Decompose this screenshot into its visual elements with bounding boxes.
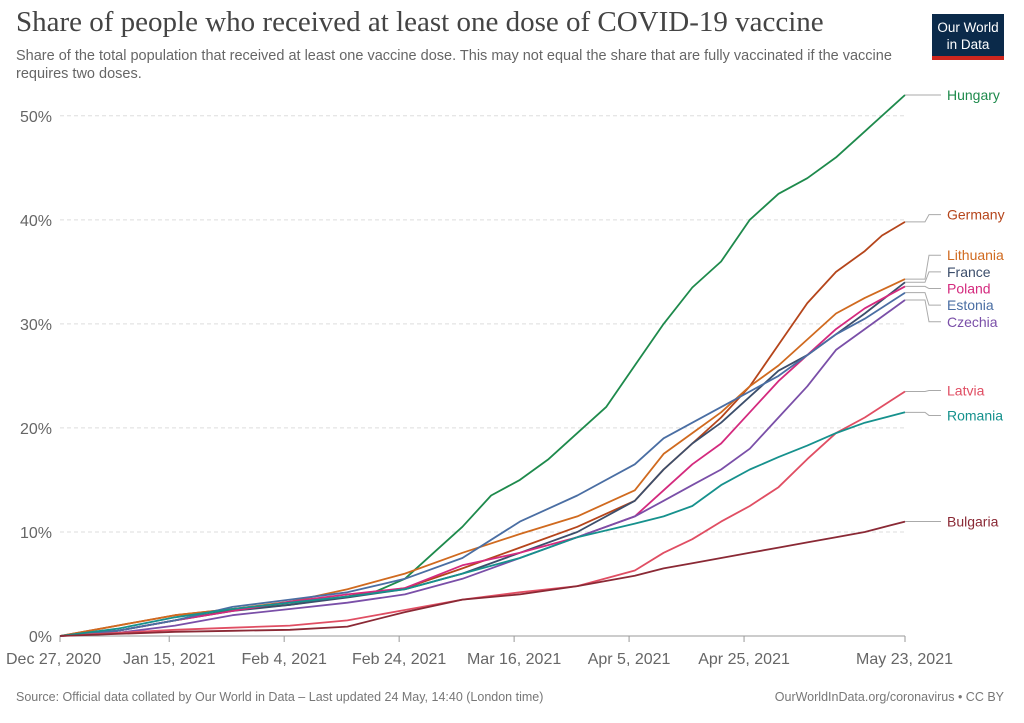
series-label-czechia: Czechia (947, 314, 998, 330)
series-label-hungary: Hungary (947, 87, 1000, 103)
source-note: Source: Official data collated by Our Wo… (16, 690, 544, 704)
series-line-czechia (59, 299, 906, 637)
y-tick-label: 30% (20, 317, 52, 334)
chart-subtitle: Share of the total population that recei… (16, 48, 892, 82)
x-tick-label: Apr 5, 2021 (588, 651, 671, 668)
series-line-bulgaria (59, 520, 906, 637)
x-tick-label: Feb 24, 2021 (352, 651, 446, 668)
series-line-romania (59, 411, 906, 637)
y-tick-label: 10% (20, 525, 52, 542)
x-tick-label: May 23, 2021 (856, 651, 953, 668)
chart-title: Share of people who received at least on… (16, 6, 824, 38)
logo-line-1: Our World (937, 20, 999, 35)
series-label-connector (905, 285, 941, 290)
x-tick-label: Dec 27, 2020 (6, 651, 101, 668)
series-label-estonia: Estonia (947, 297, 994, 313)
series-label-germany: Germany (947, 207, 1005, 223)
y-tick-label: 40% (20, 213, 52, 230)
x-tick-label: Apr 25, 2021 (698, 651, 790, 668)
y-tick-label: 0% (29, 629, 52, 646)
series-label-connector (905, 411, 941, 416)
series-label-connector (905, 254, 941, 280)
license-link[interactable]: OurWorldInData.org/coronavirus • CC BY (774, 690, 1004, 704)
series-label-connector (905, 389, 941, 393)
y-tick-label: 20% (20, 421, 52, 438)
series-label-latvia: Latvia (947, 382, 985, 398)
series-label-connector (905, 299, 941, 323)
x-tick-label: Jan 15, 2021 (123, 651, 216, 668)
x-tick-label: Mar 16, 2021 (467, 651, 561, 668)
series-line-germany (59, 221, 906, 637)
series-label-connector (905, 214, 941, 223)
logo-line-2: in Data (946, 37, 990, 52)
series-label-france: France (947, 264, 991, 280)
series-line-latvia (59, 390, 906, 637)
series-label-connector (905, 292, 941, 306)
series-line-poland (59, 285, 906, 637)
series-label-connector (905, 271, 941, 283)
owid-logo[interactable]: Our World in Data (932, 14, 1004, 60)
x-tick-label: Feb 4, 2021 (241, 651, 327, 668)
series-label-poland: Poland (947, 281, 991, 297)
series-line-france (59, 281, 906, 637)
series-label-lithuania: Lithuania (947, 247, 1004, 263)
series-line-estonia (59, 291, 906, 637)
series-label-romania: Romania (947, 407, 1003, 423)
series-label-bulgaria: Bulgaria (947, 514, 999, 530)
y-tick-label: 50% (20, 109, 52, 126)
